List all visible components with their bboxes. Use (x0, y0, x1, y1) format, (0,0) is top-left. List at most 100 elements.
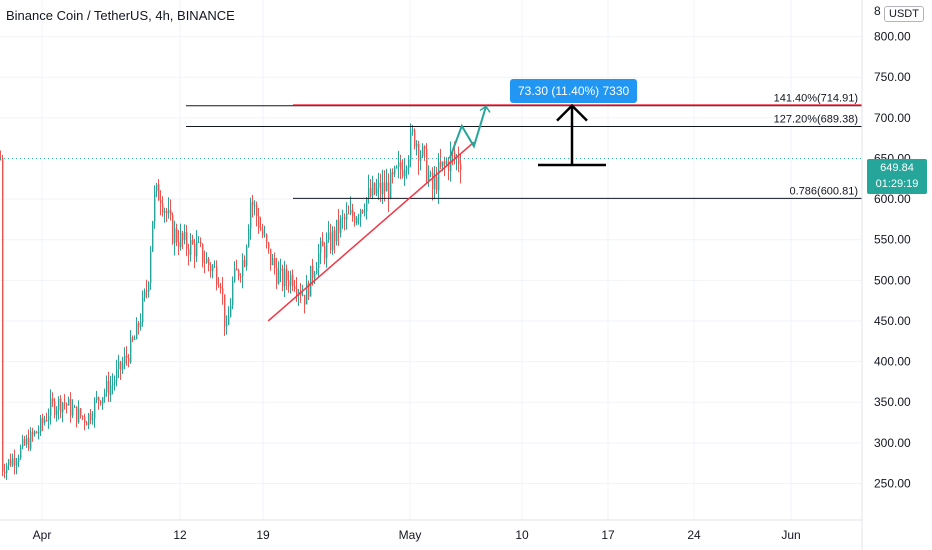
ascending-trendline (267, 141, 475, 322)
candle-body (268, 242, 270, 249)
candle-body (382, 182, 384, 194)
candle-body (112, 383, 114, 386)
candle-body (454, 152, 456, 159)
candle-body (56, 410, 58, 415)
candle-body (176, 228, 178, 243)
candle-body (196, 241, 198, 257)
last-price-value: 649.84 (880, 162, 914, 174)
fib-level-label: 141.40%(714.91) (774, 93, 858, 105)
candle-body (108, 380, 110, 396)
candle-body (260, 228, 262, 230)
y-tick-label: 300.00 (874, 436, 911, 450)
candle-body (2, 158, 4, 472)
candle-body (252, 201, 254, 206)
candle-body (396, 167, 398, 169)
y-tick-label: 450.00 (874, 314, 911, 328)
candle-body (248, 228, 250, 247)
projection-arrowhead (479, 105, 491, 113)
candle-body (208, 258, 210, 266)
y-tick-label: 250.00 (874, 476, 911, 490)
candle-body (338, 219, 340, 234)
candle-body (240, 276, 242, 278)
candle-body (392, 172, 394, 175)
candle-body (144, 290, 146, 298)
candle-body (368, 187, 370, 199)
candle-body (340, 217, 342, 234)
candle-body (84, 416, 86, 423)
candle-body (332, 230, 334, 250)
candle-body (70, 399, 72, 416)
candle-body (348, 213, 350, 215)
candle-body (286, 269, 288, 281)
candle-body (76, 406, 78, 423)
candle-body (100, 400, 102, 404)
candle-body (162, 203, 164, 213)
candle-body (184, 232, 186, 241)
candle-body (406, 168, 408, 170)
candle-body (398, 162, 400, 168)
candle-body (202, 243, 204, 263)
candle-body (160, 200, 162, 204)
candle-body (358, 217, 360, 219)
candle-body (90, 413, 92, 421)
candle-body (52, 398, 54, 402)
candle-body (40, 417, 42, 432)
candle-body (280, 268, 282, 271)
measure-label[interactable]: 73.30 (11.40%) 7330 (510, 79, 638, 103)
x-tick-label: 24 (687, 528, 701, 542)
candle-body (422, 146, 424, 156)
candle-body (436, 177, 438, 191)
x-tick-label: 17 (601, 528, 615, 542)
y-tick-label: 400.00 (874, 355, 911, 369)
candle-body (412, 130, 414, 132)
candle-body (298, 291, 300, 295)
candle-body (166, 210, 168, 214)
candle-body (132, 337, 134, 340)
candle-body (400, 162, 402, 170)
candle-body (30, 431, 32, 449)
candle-body (148, 283, 150, 292)
candle-body (158, 184, 160, 201)
candle-body (272, 257, 274, 265)
candle-body (444, 161, 446, 164)
candle-body (234, 268, 236, 281)
candle-body (388, 182, 390, 199)
candle-body (58, 398, 60, 411)
candle-body (10, 459, 12, 466)
candle-body (204, 262, 206, 264)
currency-selector[interactable]: USDT (884, 6, 924, 22)
candle-body (142, 297, 144, 322)
candle-body (362, 210, 364, 212)
candle-body (24, 438, 26, 445)
candle-body (264, 234, 266, 236)
candle-body (274, 257, 276, 268)
candle-body (374, 183, 376, 194)
candle-body (314, 274, 316, 279)
candle-body (254, 205, 256, 207)
candle-body (138, 322, 140, 328)
candle-body (172, 215, 174, 243)
candle-body (214, 266, 216, 268)
candle-body (372, 183, 374, 196)
bar-countdown: 01:29:19 (875, 178, 919, 190)
chart-title: Binance Coin / TetherUS, 4h, BINANCE (6, 8, 235, 23)
candle-body (198, 241, 200, 243)
candle-body (50, 398, 52, 417)
candle-body (310, 265, 312, 297)
candle-body (312, 265, 314, 279)
candle-body (220, 286, 222, 289)
fib-level-label: 0.786(600.81) (790, 185, 859, 197)
candle-body (424, 146, 426, 150)
y-tick-label: 750.00 (874, 70, 911, 84)
chart-grid (0, 0, 862, 520)
candle-body (316, 268, 318, 275)
chart-drawings[interactable]: 141.40%(714.91) 127.20%(689.38) 0.786(600.… (0, 93, 862, 322)
candle-body (68, 399, 70, 406)
candle-body (356, 218, 358, 224)
candle-body (16, 461, 18, 466)
candle-body (228, 316, 230, 325)
candle-body (376, 187, 378, 194)
candle-body (288, 280, 290, 286)
